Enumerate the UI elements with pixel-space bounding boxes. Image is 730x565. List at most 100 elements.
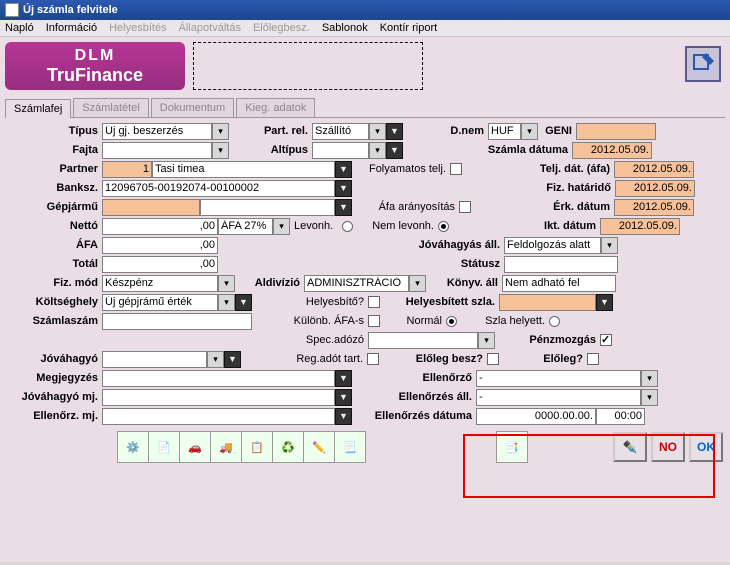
drop-jovahagy[interactable] <box>207 351 224 368</box>
arrow-jovahagy[interactable] <box>224 351 241 368</box>
chk-afaarany[interactable] <box>459 201 471 213</box>
input-megjegyzes[interactable] <box>102 370 335 387</box>
input-partrel[interactable] <box>312 123 369 140</box>
tb-truck-icon[interactable]: 🚚 <box>210 431 242 463</box>
menu-kontir[interactable]: Kontír riport <box>380 22 437 34</box>
chk-helyesbito[interactable] <box>368 296 380 308</box>
rad-levonh[interactable] <box>342 221 353 232</box>
input-iktdatum[interactable] <box>600 218 680 235</box>
drop-aldivizio[interactable] <box>409 275 426 292</box>
input-total[interactable] <box>102 256 218 273</box>
input-fizhatar[interactable] <box>615 180 695 197</box>
input-konyvvall[interactable] <box>502 275 616 292</box>
input-specadozo[interactable] <box>368 332 478 349</box>
input-ellenorzo[interactable] <box>476 370 641 387</box>
drop-fajta[interactable] <box>212 142 229 159</box>
chk-elolegbesz[interactable] <box>487 353 499 365</box>
label-koltseghely: Költséghely <box>7 296 102 308</box>
input-altipus[interactable] <box>312 142 369 159</box>
chk-regadot[interactable] <box>367 353 379 365</box>
arrow-altipus[interactable] <box>386 142 403 159</box>
drop-tipus[interactable] <box>212 123 229 140</box>
input-erkdatum[interactable] <box>614 199 694 216</box>
arrow-gepjarmu[interactable] <box>335 199 352 216</box>
input-jovahmj[interactable] <box>102 389 335 406</box>
tab-dokumentum[interactable]: Dokumentum <box>151 98 234 117</box>
drop-ellenorzesall[interactable] <box>641 389 658 406</box>
label-altipus: Altípus <box>229 144 312 156</box>
tb-recycle-icon[interactable]: ♻️ <box>272 431 304 463</box>
drop-jovahagyasall[interactable] <box>601 237 618 254</box>
menu-naplo[interactable]: Napló <box>5 22 34 34</box>
input-fizmod[interactable] <box>102 275 218 292</box>
arrow-partner[interactable] <box>335 161 352 178</box>
input-partner-name[interactable] <box>152 161 335 178</box>
tb-gears-icon[interactable]: ⚙️ <box>117 431 149 463</box>
label-jovahagy: Jóváhagyó <box>7 353 102 365</box>
menu-informacio[interactable]: Információ <box>46 22 97 34</box>
label-megjegyzes: Megjegyzés <box>7 372 102 384</box>
tab-szamlafej[interactable]: Számlafej <box>5 99 71 118</box>
drop-area[interactable] <box>193 42 423 90</box>
input-jovahagy[interactable] <box>102 351 207 368</box>
input-ellenorzesdat[interactable] <box>476 408 596 425</box>
rad-nemlevonh[interactable] <box>438 221 449 232</box>
chk-eloleg[interactable] <box>587 353 599 365</box>
input-banksz[interactable] <box>102 180 335 197</box>
input-afa[interactable] <box>102 237 218 254</box>
tb-doc-icon[interactable]: 📄 <box>148 431 180 463</box>
rad-szlahelyett[interactable] <box>549 316 560 327</box>
menu-sablonok[interactable]: Sablonok <box>322 22 368 34</box>
input-statusz[interactable] <box>504 256 618 273</box>
input-helyesbitettszla[interactable] <box>499 294 596 311</box>
label-levonh: Levonh. <box>294 220 342 232</box>
drop-partrel[interactable] <box>369 123 386 140</box>
input-aldivizio[interactable] <box>304 275 409 292</box>
label-helyesbito: Helyesbítő? <box>252 296 368 308</box>
input-koltseghely[interactable] <box>102 294 218 311</box>
input-gepjarmu1[interactable] <box>102 199 200 216</box>
input-szladat[interactable] <box>572 142 652 159</box>
arrow-koltseghely[interactable] <box>235 294 252 311</box>
input-gepjarmu2[interactable] <box>200 199 335 216</box>
input-ellenorzm[interactable] <box>102 408 335 425</box>
drop-koltseghely[interactable] <box>218 294 235 311</box>
tb-page-icon[interactable]: 📃 <box>334 431 366 463</box>
input-geni[interactable] <box>576 123 656 140</box>
input-jovahagyasall[interactable] <box>504 237 601 254</box>
arrow-partrel[interactable] <box>386 123 403 140</box>
chk-kulonbafas[interactable] <box>368 315 380 327</box>
input-afapct[interactable] <box>218 218 273 235</box>
input-szamlaszam[interactable] <box>102 313 252 330</box>
chk-folyamatos[interactable] <box>450 163 462 175</box>
input-netto[interactable] <box>102 218 218 235</box>
input-ellenorzestime[interactable] <box>596 408 645 425</box>
label-afaarany: Áfa arányosítás <box>352 201 459 213</box>
drop-altipus[interactable] <box>369 142 386 159</box>
drop-specadozo[interactable] <box>478 332 495 349</box>
drop-afapct[interactable] <box>273 218 290 235</box>
input-ellenorzesall[interactable] <box>476 389 641 406</box>
tb-car-icon[interactable]: 🚗 <box>179 431 211 463</box>
input-tipus[interactable] <box>102 123 212 140</box>
chk-penzmozgas[interactable] <box>600 334 612 346</box>
arrow-jovahmj[interactable] <box>335 389 352 406</box>
tab-szamlatetel[interactable]: Számlatétel <box>73 98 148 117</box>
input-fajta[interactable] <box>102 142 212 159</box>
arrow-helyesbitettszla[interactable] <box>596 294 613 311</box>
label-szamlaszam: Számlaszám <box>7 315 102 327</box>
input-partner-code[interactable] <box>102 161 152 178</box>
arrow-megjegyzes[interactable] <box>335 370 352 387</box>
tb-stamp-icon[interactable]: 📋 <box>241 431 273 463</box>
arrow-banksz[interactable] <box>335 180 352 197</box>
tab-kiegadatok[interactable]: Kieg. adatok <box>236 98 315 117</box>
drop-dnem[interactable] <box>521 123 538 140</box>
input-teljdat[interactable] <box>614 161 694 178</box>
arrow-ellenorzm[interactable] <box>335 408 352 425</box>
edit-button[interactable] <box>685 46 721 82</box>
tb-pencil-icon[interactable]: ✏️ <box>303 431 335 463</box>
rad-normal[interactable] <box>446 316 457 327</box>
input-dnem[interactable] <box>488 123 521 140</box>
drop-fizmod[interactable] <box>218 275 235 292</box>
drop-ellenorzo[interactable] <box>641 370 658 387</box>
